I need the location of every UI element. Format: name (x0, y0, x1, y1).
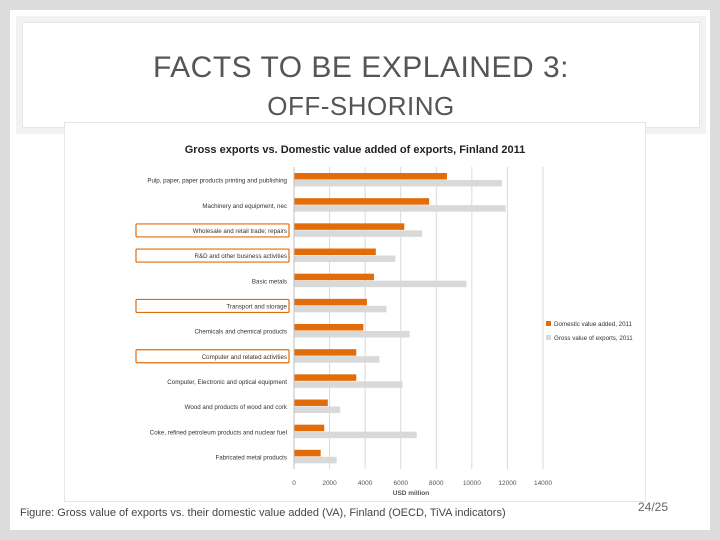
bar-gross-exports (294, 456, 337, 464)
bar-domestic-value-added (294, 449, 321, 457)
title-box: FACTS TO BE EXPLAINED 3: OFF-SHORING (22, 22, 700, 128)
category-label: Coke, refined petroleum products and nuc… (150, 429, 287, 436)
bar-domestic-value-added (294, 349, 357, 356)
x-tick-label: 2000 (322, 480, 337, 487)
bar-gross-exports (294, 205, 506, 212)
legend-swatch (546, 335, 551, 340)
category-label: Computer, Electronic and optical equipme… (167, 379, 287, 386)
bar-chart: Gross exports vs. Domestic value added o… (135, 144, 633, 497)
bar-domestic-value-added (294, 248, 376, 255)
bar-gross-exports (294, 406, 341, 413)
slide-title: FACTS TO BE EXPLAINED 3: (152, 51, 570, 84)
bar-domestic-value-added (294, 424, 325, 432)
bar-gross-exports (294, 381, 403, 388)
legend-label: Domestic value added, 2011 (554, 321, 633, 328)
bar-domestic-value-added (294, 399, 328, 406)
bar-domestic-value-added (294, 223, 405, 230)
x-tick-label: 8000 (429, 480, 444, 487)
bar-gross-exports (294, 180, 503, 187)
bar-domestic-value-added (294, 324, 364, 331)
category-label: R&D and other business activities (194, 253, 287, 260)
x-tick-label: 10000 (463, 480, 481, 487)
bar-domestic-value-added (294, 173, 447, 180)
bar-gross-exports (294, 280, 467, 288)
chart-title: Gross exports vs. Domestic value added o… (185, 144, 526, 156)
figure-caption: Figure: Gross value of exports vs. their… (20, 507, 506, 519)
legend-label: Gross value of exports, 2011 (554, 335, 633, 342)
chart-container: Gross exports vs. Domestic value added o… (64, 122, 646, 502)
bar-domestic-value-added (294, 273, 375, 281)
x-tick-label: 0 (292, 480, 296, 487)
category-highlight-box (135, 248, 290, 263)
category-label: Wood and products of wood and cork (185, 404, 288, 411)
category-label: Basic metals (252, 278, 287, 285)
x-tick-label: 14000 (534, 480, 552, 487)
bar-gross-exports (294, 255, 396, 262)
category-label: Wholesale and retail trade; repairs (193, 228, 287, 235)
category-highlight-box (135, 349, 290, 364)
bar-gross-exports (294, 331, 410, 338)
legend-swatch (546, 321, 551, 326)
x-tick-label: 6000 (393, 480, 408, 487)
category-label: Chemicals and chemical products (194, 329, 287, 336)
bar-domestic-value-added (294, 374, 357, 381)
x-tick-label: 4000 (358, 480, 373, 487)
category-label: Transport and storage (226, 303, 287, 310)
page-number: 24/25 (638, 500, 669, 514)
slide-subtitle: OFF-SHORING (267, 91, 455, 121)
bar-gross-exports (294, 305, 387, 313)
bar-gross-exports (294, 356, 380, 363)
bar-gross-exports (294, 230, 423, 237)
category-label: Machinery and equipment, nec (202, 203, 287, 210)
category-highlight-box (135, 298, 290, 314)
bar-domestic-value-added (294, 198, 430, 205)
x-axis-label: USD million (393, 490, 430, 497)
bar-gross-exports (294, 431, 417, 439)
category-label: Pulp, paper, paper products printing and… (147, 178, 287, 185)
x-tick-label: 12000 (498, 480, 516, 487)
category-label: Computer and related activities (202, 354, 287, 361)
category-label: Fabricated metal products (215, 454, 287, 461)
category-highlight-box (135, 223, 290, 238)
bar-domestic-value-added (294, 298, 367, 306)
